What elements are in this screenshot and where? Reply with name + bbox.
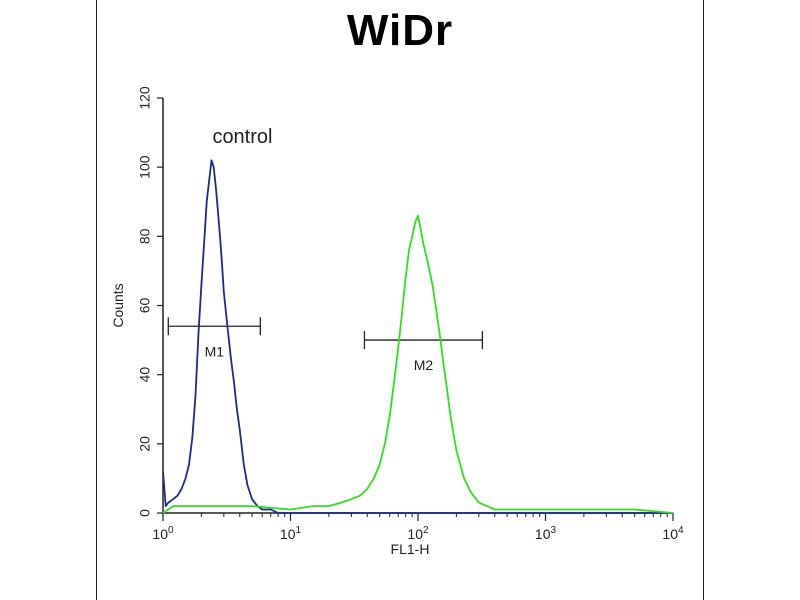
series-line-1 [162, 159, 673, 514]
gate-markers: M1 M2 [167, 317, 484, 373]
y-tick-label: 80 [137, 228, 153, 244]
x-tick-label: 104 [662, 525, 684, 542]
y-tick-label: 40 [137, 367, 153, 383]
y-axis: 0 20 40 60 80 100 120 [137, 86, 163, 517]
series-line-2 [162, 214, 674, 514]
figure-frame [96, 0, 704, 600]
chart-title: WiDr [346, 6, 454, 55]
series-layer: control [162, 126, 674, 514]
marker-label-M2: M2 [414, 357, 434, 373]
y-tick-label: 100 [137, 155, 153, 179]
x-tick-label: 103 [535, 525, 557, 542]
annotation-control: control [212, 126, 272, 148]
plot-area [162, 98, 673, 514]
y-tick-label: 60 [137, 298, 153, 314]
y-axis-label: Counts [110, 283, 126, 327]
x-tick-label: 100 [152, 525, 174, 542]
x-tick-label: 101 [280, 525, 302, 542]
marker-label-M1: M1 [205, 343, 225, 359]
x-axis: 100 101 102 103 104 [152, 513, 684, 542]
y-tick-label: 0 [137, 509, 153, 517]
x-axis-label: FL1-H [391, 541, 430, 557]
x-tick-label: 102 [407, 525, 429, 542]
y-tick-label: 20 [137, 436, 153, 452]
y-tick-label: 120 [137, 86, 153, 110]
